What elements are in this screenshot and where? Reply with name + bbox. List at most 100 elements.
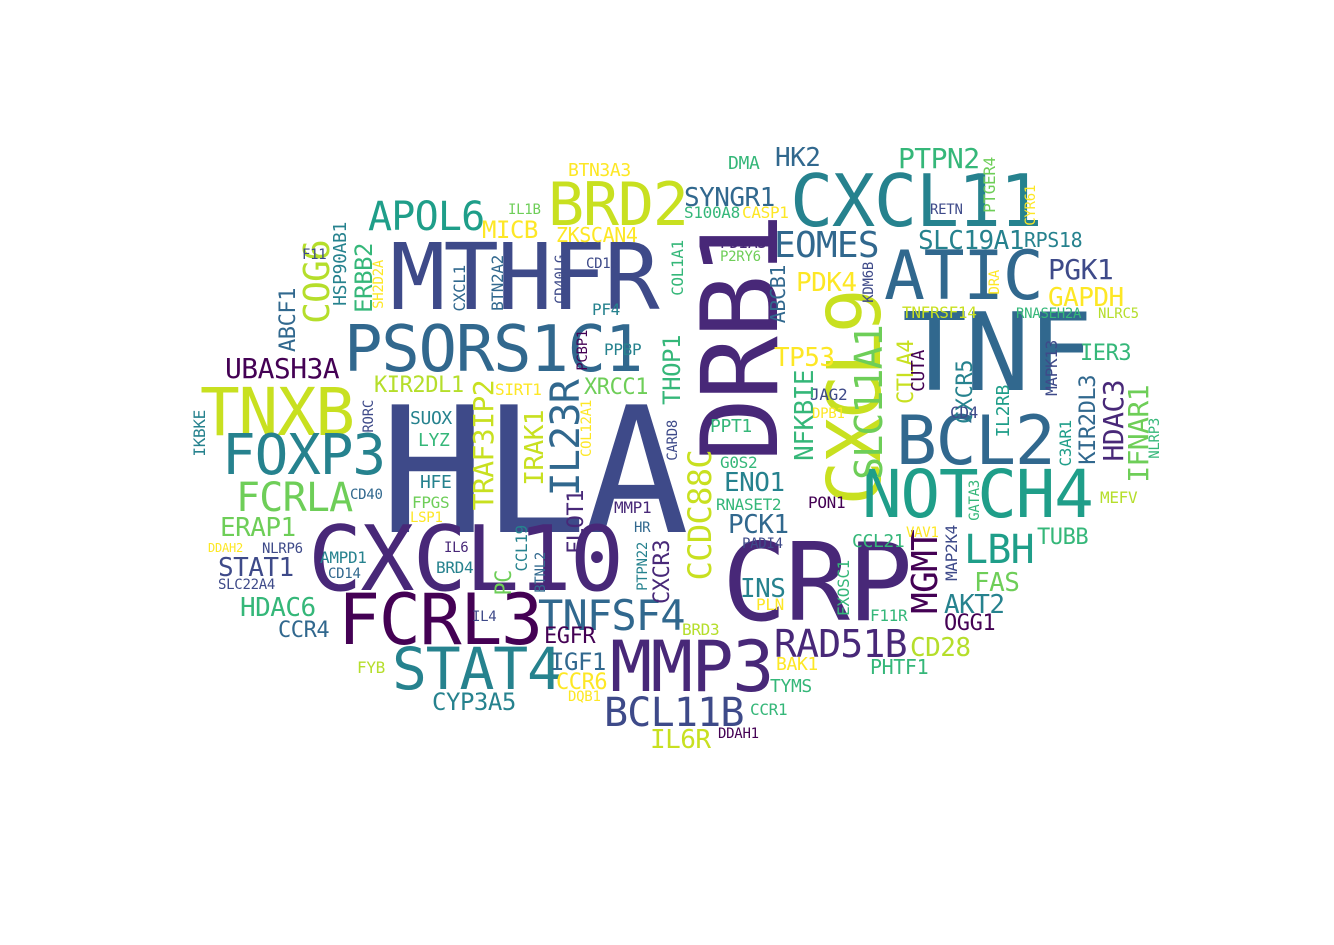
word-cd19: CD19 <box>586 256 619 272</box>
word-ier3: IER3 <box>1080 341 1132 366</box>
word-lsp1: LSP1 <box>410 510 443 526</box>
word-egfr: EGFR <box>544 624 596 649</box>
word-dma: DMA <box>728 153 760 174</box>
word-cd40: CD40 <box>350 487 383 503</box>
word-hla: HLA <box>380 371 689 574</box>
word-syngr1: SYNGR1 <box>684 183 775 213</box>
word-brd4: BRD4 <box>436 558 474 577</box>
word-btn2a2: BTN2A2 <box>488 255 507 311</box>
word-slc19a1: SLC19A1 <box>918 226 1024 256</box>
word-tnfrsf14: TNFRSF14 <box>902 303 977 322</box>
word-traf3ip2: TRAF3IP2 <box>467 380 500 511</box>
word-crp: CRP <box>722 521 913 646</box>
word-ddah1: DDAH1 <box>718 726 759 742</box>
word-abcf1: ABCF1 <box>276 288 301 353</box>
word-cxcl1: CXCL1 <box>450 265 469 312</box>
word-mgmt: MGMT <box>905 530 946 614</box>
word-col1a1: COL1A1 <box>668 240 687 296</box>
word-fcrl3: FCRL3 <box>338 579 543 661</box>
word-kir2dl3: KIR2DL3 <box>1076 375 1101 465</box>
word-jag2: JAG2 <box>810 385 848 404</box>
word-pf4: PF4 <box>592 300 620 319</box>
word-cd14: CD14 <box>328 566 361 582</box>
word-f11r: F11R <box>870 606 908 625</box>
word-ccl19: CCL19 <box>512 525 531 572</box>
word-rnaseh2a: RNASEH2A <box>1016 306 1082 322</box>
word-mmp3: MMP3 <box>610 626 774 708</box>
word-fpgs: FPGS <box>412 493 450 512</box>
word-ccr4: CCR4 <box>278 618 330 643</box>
word-c3ar1: C3AR1 <box>1056 420 1075 467</box>
word-il6: IL6 <box>444 540 469 556</box>
word-cyp3a5: CYP3A5 <box>432 688 516 716</box>
word-nlrp6: NLRP6 <box>262 541 303 557</box>
word-tnxb: TNXB <box>200 374 355 451</box>
word-retn: RETN <box>930 202 963 218</box>
word-pck1: PCK1 <box>728 510 789 540</box>
word-hfe: HFE <box>420 472 452 493</box>
word-sirt1: SIRT1 <box>495 380 542 399</box>
word-apol6: APOL6 <box>368 194 485 240</box>
word-ikbke: IKBKE <box>190 410 209 457</box>
word-ampd1: AMPD1 <box>320 548 367 567</box>
word-foxp3: FOXP3 <box>222 423 386 488</box>
word-bcl2: BCL2 <box>896 402 1056 481</box>
word-fas: FAS <box>974 568 1020 598</box>
word-il6r: IL6R <box>650 725 711 755</box>
word-ppt1: PPT1 <box>710 416 752 437</box>
word-padi4: PADI4 <box>742 536 783 552</box>
word-kdm6b: KDM6B <box>861 262 877 303</box>
word-ccl21: CCL21 <box>852 531 905 552</box>
word-mthfr: MTHFR <box>390 224 660 331</box>
word-sh2d2a: SH2D2A <box>371 260 387 309</box>
word-cyr61: CYR61 <box>1023 185 1039 226</box>
word-ins: INS <box>740 574 786 604</box>
word-mefv: MEFV <box>1100 488 1138 507</box>
word-cd28: CD28 <box>910 633 971 663</box>
word-rnaset2: RNASET2 <box>716 495 782 514</box>
word-tyms: TYMS <box>770 676 812 697</box>
word-ccdc88c: CCDC88C <box>681 450 719 581</box>
word-ubash3a: UBASH3A <box>225 352 340 385</box>
word-zkscan4: ZKSCAN4 <box>556 223 638 247</box>
word-cxcl11: CXCL11 <box>790 159 1043 243</box>
word-casp1: CASP1 <box>742 203 789 222</box>
word-bcl11b: BCL11B <box>604 690 745 736</box>
word-stat4: STAT4 <box>392 635 562 703</box>
word-g0s2: G0S2 <box>720 453 758 472</box>
word-micb: MICB <box>482 216 538 244</box>
word-exosc1: EXOSC1 <box>834 560 853 616</box>
word-fcrla: FCRLA <box>236 475 353 521</box>
word-pgk1: PGK1 <box>1048 253 1114 286</box>
word-cxcl10: CXCL10 <box>308 507 624 612</box>
word-col12a1: COL12A1 <box>579 400 595 458</box>
word-ccr6: CCR6 <box>556 670 608 695</box>
word-tubb: TUBB <box>1037 525 1089 550</box>
word-brd3: BRD3 <box>682 620 720 639</box>
word-abcb1: ABCB1 <box>766 265 790 324</box>
word-cd40lg: CD40LG <box>553 255 569 304</box>
word-il4: IL4 <box>472 609 497 625</box>
word-slc22a4: SLC22A4 <box>218 577 276 593</box>
word-atic: ATIC <box>884 237 1044 316</box>
word-tp53: TP53 <box>774 343 835 373</box>
word-tnf: TNF <box>902 291 1093 416</box>
word-vav1: VAV1 <box>906 525 939 541</box>
word-ptger4: PTGER4 <box>980 157 999 213</box>
word-pc: PC <box>492 570 517 596</box>
word-pon1: PON1 <box>808 493 846 512</box>
word-notch4: NOTCH4 <box>862 456 1094 533</box>
word-s100a8: S100A8 <box>684 203 740 222</box>
word-f11: F11 <box>302 247 327 263</box>
word-cd4: CD4 <box>950 403 978 422</box>
word-slc11a1: SLC11A1 <box>847 325 891 480</box>
word-mmp1: MMP1 <box>614 498 652 517</box>
word-irak1: IRAK1 <box>520 410 550 486</box>
word-xrcc1: XRCC1 <box>584 375 649 400</box>
word-ptpn22: PTPN22 <box>635 542 651 591</box>
word-kir2dl1: KIR2DL1 <box>374 373 464 398</box>
word-thop1: THOP1 <box>658 335 686 405</box>
word-nlrp3: NLRP3 <box>1147 418 1163 459</box>
word-ppbp: PPBP <box>604 340 642 359</box>
word-rorc: RORC <box>361 400 377 433</box>
